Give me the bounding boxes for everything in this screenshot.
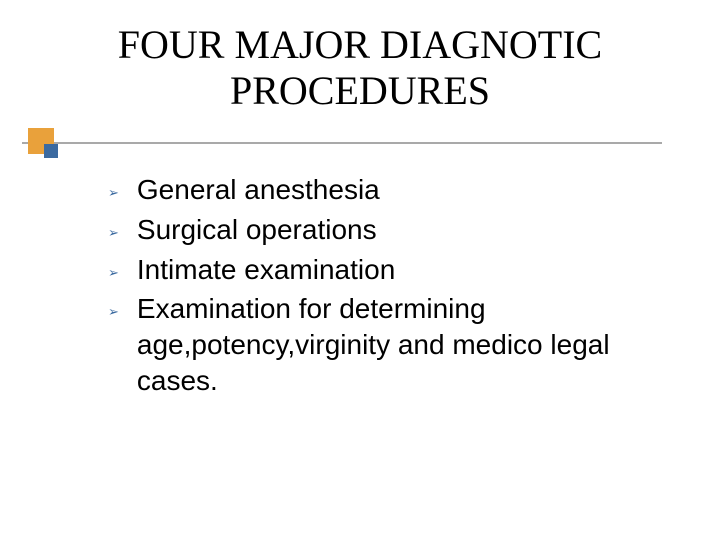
list-item-text: Surgical operations <box>137 212 668 248</box>
slide-title: FOUR MAJOR DIAGNOTIC PROCEDURES <box>0 22 720 114</box>
chevron-bullet-icon: ➢ <box>108 305 119 318</box>
list-item-text: General anesthesia <box>137 172 668 208</box>
list-item: ➢ Intimate examination <box>108 252 668 288</box>
bullet-list: ➢ General anesthesia ➢ Surgical operatio… <box>108 172 668 403</box>
list-item-text: Examination for determining age,potency,… <box>137 291 668 398</box>
list-item: ➢ Surgical operations <box>108 212 668 248</box>
decor-square-blue <box>44 144 58 158</box>
list-item-text: Intimate examination <box>137 252 668 288</box>
chevron-bullet-icon: ➢ <box>108 186 119 199</box>
chevron-bullet-icon: ➢ <box>108 266 119 279</box>
title-decor <box>22 128 662 168</box>
list-item: ➢ General anesthesia <box>108 172 668 208</box>
title-line-2: PROCEDURES <box>230 68 490 113</box>
list-item: ➢ Examination for determining age,potenc… <box>108 291 668 398</box>
title-line-1: FOUR MAJOR DIAGNOTIC <box>118 22 602 67</box>
chevron-bullet-icon: ➢ <box>108 226 119 239</box>
decor-line <box>22 142 662 144</box>
